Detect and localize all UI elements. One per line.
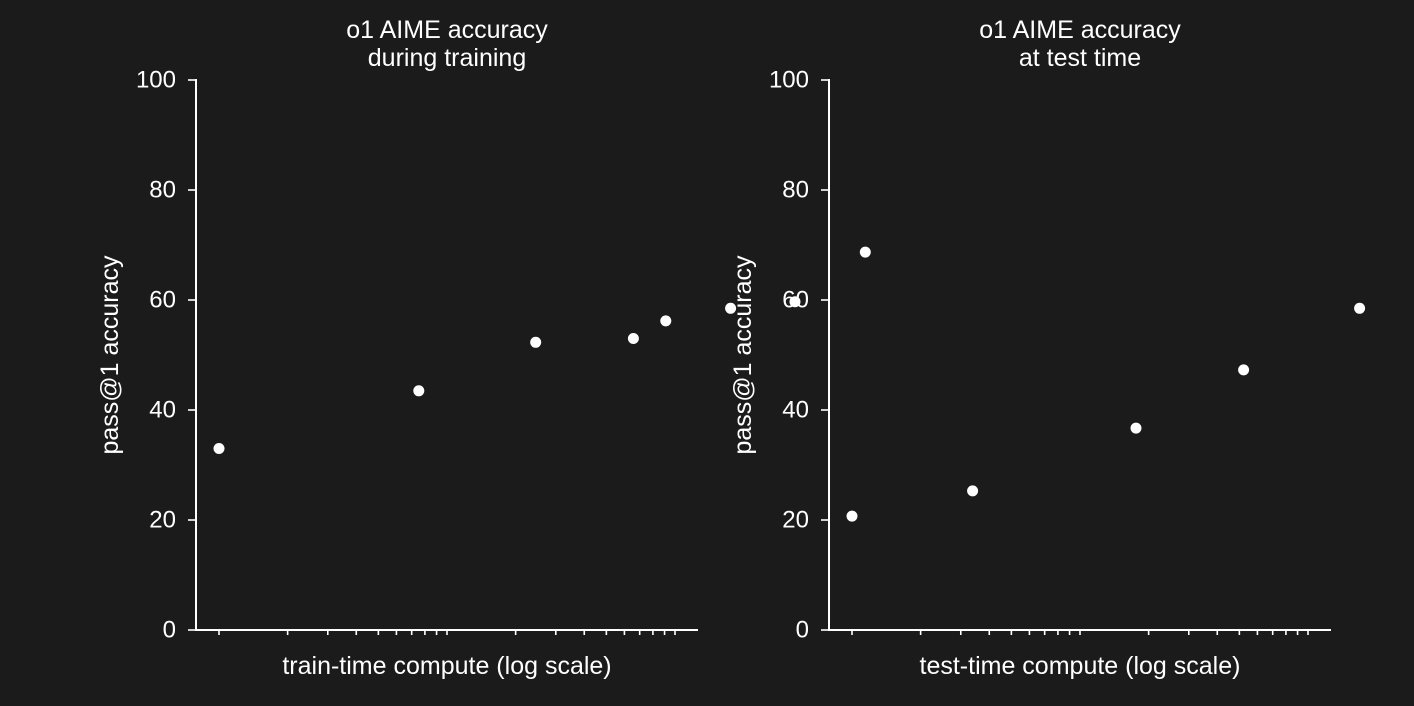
y-axis-label: pass@1 accuracy <box>729 255 757 455</box>
y-tick-label: 20 <box>782 506 809 533</box>
y-tick-label: 40 <box>149 396 176 423</box>
data-point <box>859 246 871 258</box>
y-tick-group: 0 20 40 60 80 100 <box>769 66 829 643</box>
y-tick-label: 80 <box>149 176 176 203</box>
chart-title-line-1: o1 AIME accuracy <box>979 16 1181 44</box>
chart-title-line-2: during training <box>368 44 526 72</box>
axes <box>195 79 698 631</box>
y-tick-label: 40 <box>782 396 809 423</box>
chart-training: o1 AIME accuracy during training 0 20 40 60… <box>96 16 871 680</box>
data-point <box>530 336 542 348</box>
chart-test-time: o1 AIME accuracy at test time 0 20 40 60 80 1… <box>729 16 1366 680</box>
x-axis-label: test-time compute (log scale) <box>920 652 1241 680</box>
chart-title-line-1: o1 AIME accuracy <box>346 16 548 44</box>
data-point <box>725 302 737 314</box>
data-point <box>213 443 225 454</box>
data-point <box>789 296 801 308</box>
y-tick-group: 0 20 40 60 80 100 <box>136 66 196 643</box>
y-tick-label: 60 <box>782 286 809 313</box>
data-point <box>1130 422 1142 434</box>
data-point <box>1354 302 1366 314</box>
data-points <box>213 246 871 454</box>
data-point <box>413 385 425 397</box>
chart-title-line-2: at test time <box>1019 44 1141 72</box>
axes <box>828 79 1331 631</box>
data-point <box>1238 364 1250 376</box>
y-axis-label: pass@1 accuracy <box>96 255 124 455</box>
data-point <box>627 333 639 344</box>
data-points <box>846 302 1366 522</box>
data-point <box>967 485 979 497</box>
data-point <box>660 315 672 327</box>
y-tick-label: 80 <box>782 176 809 203</box>
y-tick-label: 60 <box>149 286 176 313</box>
y-tick-label: 0 <box>796 616 809 643</box>
y-tick-label: 0 <box>163 616 176 643</box>
x-tick-group <box>218 630 676 635</box>
y-tick-label: 100 <box>769 66 809 93</box>
x-axis-label: train-time compute (log scale) <box>282 652 611 680</box>
y-tick-label: 100 <box>136 66 176 93</box>
x-tick-group <box>851 630 1309 635</box>
y-tick-label: 20 <box>149 506 176 533</box>
data-point <box>846 510 858 522</box>
